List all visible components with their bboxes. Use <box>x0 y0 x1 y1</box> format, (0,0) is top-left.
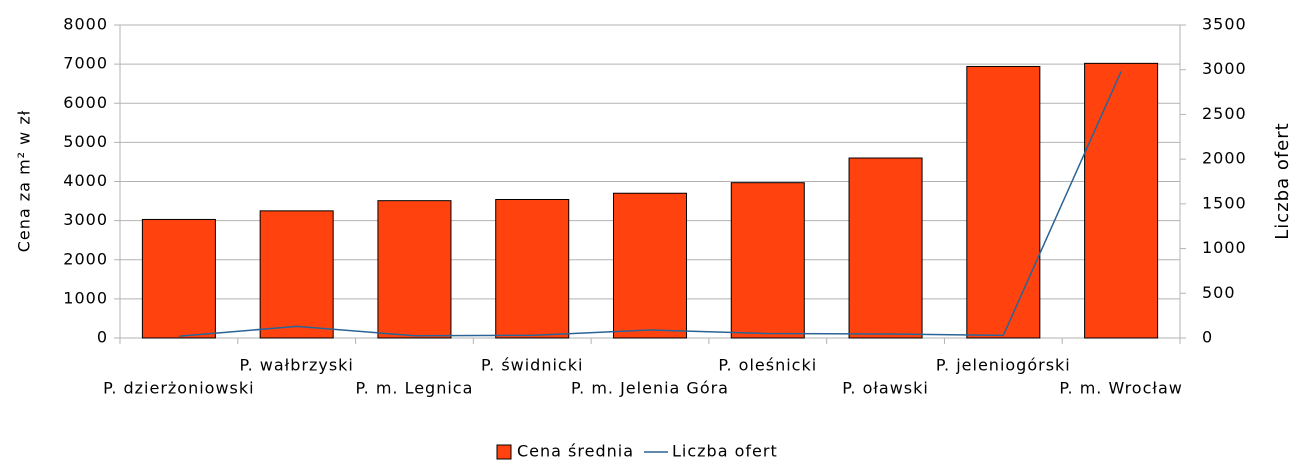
bar <box>730 182 805 339</box>
bar <box>1084 62 1159 339</box>
x-tick-label: P. m. Jelenia Góra <box>571 379 729 398</box>
y2-tick-label: 500 <box>1202 283 1236 302</box>
y2-tick-label: 2000 <box>1202 149 1247 168</box>
x-tick-label: P. dzierżoniowski <box>103 379 254 398</box>
y-axis-title: Cena za m² w zł <box>15 110 34 253</box>
bar <box>848 157 923 339</box>
y-tick-label: 3000 <box>63 210 108 229</box>
bar <box>259 210 334 339</box>
y-tick-label: 2000 <box>63 249 108 268</box>
bar <box>495 198 570 339</box>
y-tick-label: 5000 <box>63 132 108 151</box>
legend-label: Liczba ofert <box>672 442 778 461</box>
y-tick-label: 1000 <box>63 288 108 307</box>
line <box>178 71 1122 337</box>
bar <box>377 200 452 339</box>
y2-tick-label: 1500 <box>1202 193 1247 212</box>
x-tick-label: P. świdnicki <box>481 356 583 375</box>
x-tick-label: P. wałbrzyski <box>239 356 353 375</box>
x-tick-label: P. m. Wrocław <box>1059 379 1182 398</box>
y2-tick-label: 3000 <box>1202 59 1247 78</box>
legend-swatch <box>496 444 512 460</box>
y2-tick-label: 3500 <box>1202 15 1247 34</box>
y2-tick-label: 1000 <box>1202 238 1247 257</box>
x-tick-label: P. oławski <box>842 379 929 398</box>
bar <box>966 65 1041 339</box>
y-tick-label: 6000 <box>63 93 108 112</box>
y-tick-label: 7000 <box>63 54 108 73</box>
x-tick-label: P. m. Legnica <box>355 379 473 398</box>
y-tick-label: 4000 <box>63 171 108 190</box>
legend-label: Cena średnia <box>517 442 634 461</box>
x-tick-label: P. oleśnicki <box>718 356 817 375</box>
y2-tick-label: 2500 <box>1202 104 1247 123</box>
y2-axis-title: Liczba ofert <box>1272 122 1293 239</box>
bar <box>612 192 688 339</box>
y2-tick-label: 0 <box>1202 328 1213 347</box>
bar <box>141 218 216 339</box>
y-tick-label: 0 <box>97 328 108 347</box>
y-tick-label: 8000 <box>63 15 108 34</box>
x-tick-label: P. jeleniogórski <box>936 356 1071 375</box>
